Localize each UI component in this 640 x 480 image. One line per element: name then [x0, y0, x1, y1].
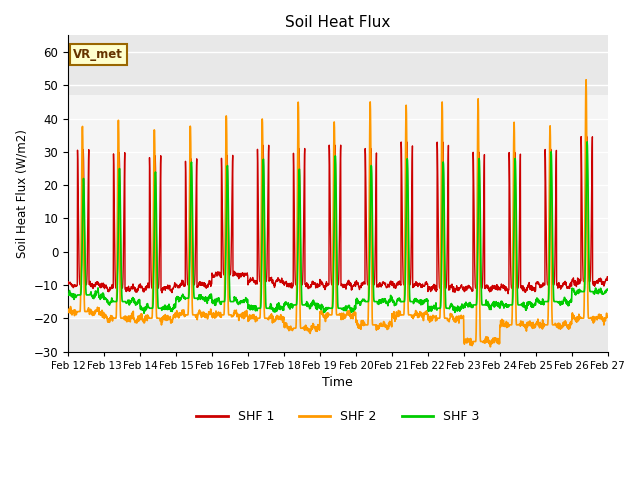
SHF 1: [604, 277, 611, 283]
SHF 2: [486, 344, 494, 350]
SHF 3: [140, 311, 148, 316]
SHF 1: [572, 277, 579, 283]
SHF 3: [365, 284, 373, 289]
Bar: [68, 95, 607, 318]
SHF 2: [495, 339, 502, 345]
SHF 1: [583, 133, 591, 139]
SHF 3: [64, 291, 72, 297]
Line: SHF 1: SHF 1: [68, 136, 607, 294]
SHF 2: [604, 313, 611, 319]
SHF 3: [556, 302, 564, 308]
SHF 3: [495, 304, 502, 310]
SHF 1: [556, 284, 564, 290]
Title: Soil Heat Flux: Soil Heat Flux: [285, 15, 390, 30]
Line: SHF 3: SHF 3: [68, 142, 607, 313]
SHF 3: [604, 287, 611, 292]
SHF 2: [572, 316, 579, 322]
SHF 1: [353, 280, 361, 286]
SHF 2: [365, 243, 372, 249]
SHF 2: [64, 309, 72, 315]
SHF 2: [582, 77, 590, 83]
SHF 1: [365, 276, 372, 281]
Y-axis label: Soil Heat Flux (W/m2): Soil Heat Flux (W/m2): [15, 129, 28, 258]
SHF 2: [214, 309, 222, 315]
SHF 3: [583, 139, 591, 145]
Legend: SHF 1, SHF 2, SHF 3: SHF 1, SHF 2, SHF 3: [191, 405, 484, 428]
SHF 3: [572, 291, 579, 297]
SHF 2: [353, 323, 361, 328]
Text: VR_met: VR_met: [74, 48, 124, 61]
SHF 1: [504, 291, 512, 297]
SHF 1: [214, 272, 222, 278]
X-axis label: Time: Time: [323, 376, 353, 389]
SHF 1: [64, 281, 72, 287]
SHF 1: [495, 286, 502, 291]
SHF 2: [556, 324, 564, 330]
SHF 3: [215, 295, 223, 300]
Line: SHF 2: SHF 2: [68, 80, 607, 347]
SHF 3: [354, 301, 362, 307]
